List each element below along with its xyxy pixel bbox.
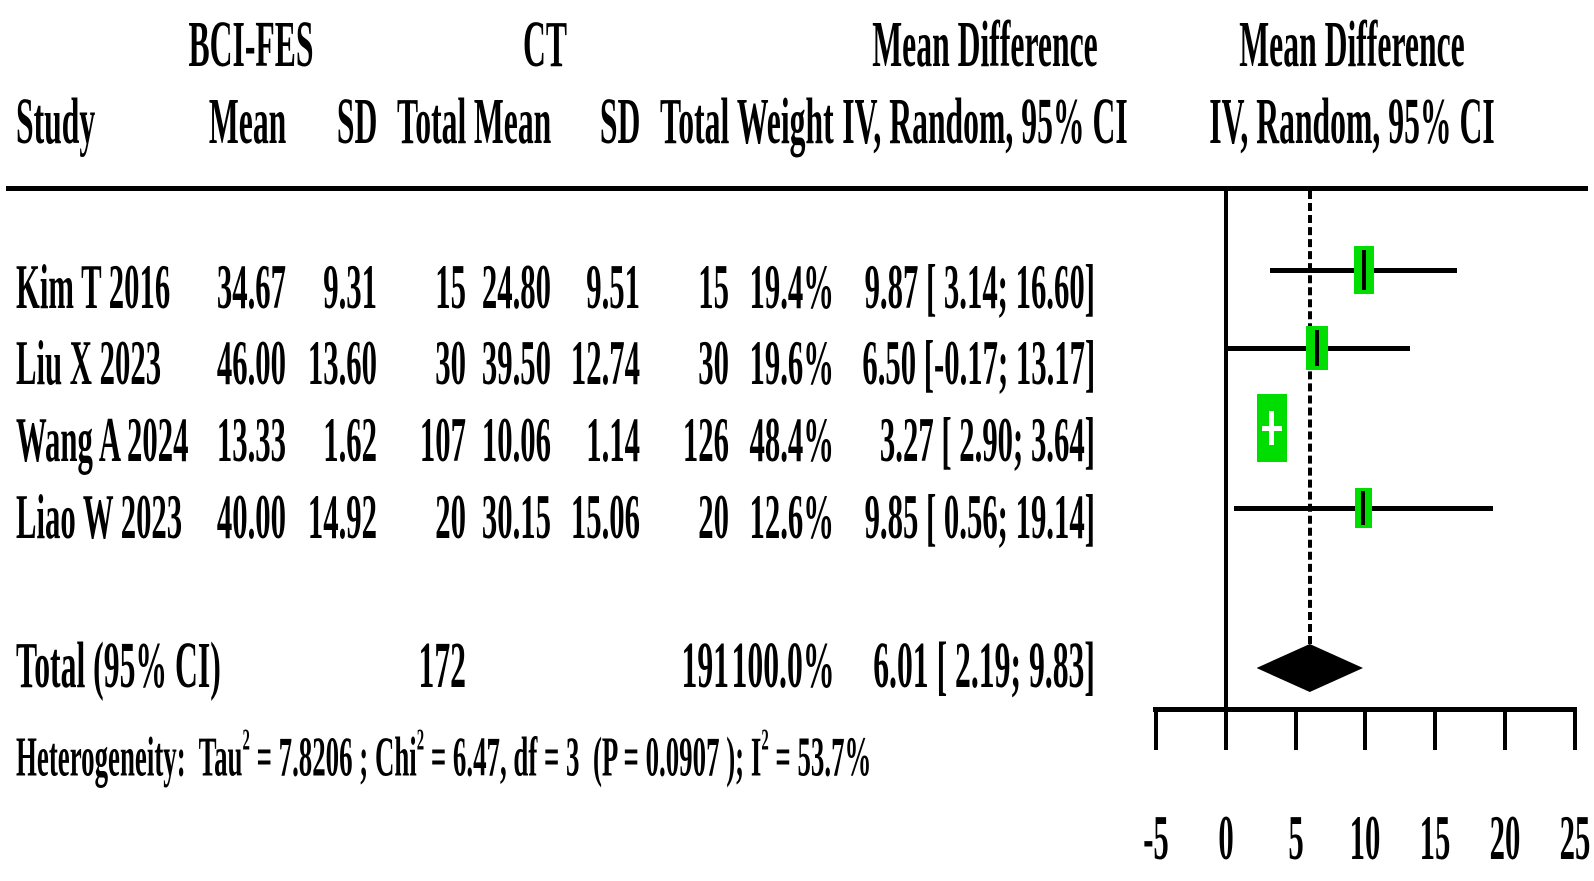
heterogeneity-line: Heterogeneity: Tau2 = 7.8206 ; Chi2 = 6.… <box>16 722 1594 786</box>
sd-bci: 9.31 <box>323 251 377 322</box>
weight-value: 12.6% <box>749 481 834 552</box>
mean-ct: 30.15 <box>481 481 551 552</box>
total-ct: 15 <box>698 251 729 322</box>
total-ct: 20 <box>698 481 729 552</box>
mean-ct: 24.80 <box>481 251 551 322</box>
col-header-sd-ct: SD <box>599 85 641 158</box>
axis-tick-label: 20 <box>1473 806 1537 870</box>
axis-tick-label: 15 <box>1403 806 1467 870</box>
study-name: Liao W 2023 <box>16 481 183 552</box>
het-part2: = 7.8206 ; Chi <box>249 726 417 789</box>
col-header-sd-bci: SD <box>336 85 378 158</box>
het-part1: Heterogeneity: Tau <box>16 726 243 789</box>
mean-bci: 13.33 <box>216 404 286 475</box>
axis-tick <box>1363 708 1368 750</box>
group-header-bci-fes: BCI-FES <box>188 8 314 81</box>
total-bci: 15 <box>435 251 466 322</box>
axis-tick-label: 10 <box>1333 806 1397 870</box>
effect-header-right-line1: Mean Difference <box>1239 8 1465 81</box>
square-center-tick <box>1314 329 1319 367</box>
square-plus-horizontal <box>1261 425 1282 431</box>
het-part3: = 6.47, df = 3 (P = 0.0907 ); I <box>424 726 762 789</box>
study-name: Kim T 2016 <box>16 251 171 322</box>
sd-bci: 14.92 <box>307 481 377 552</box>
chi-superscript: 2 <box>416 722 425 757</box>
axis-tick-label-text: 0 <box>1218 802 1234 873</box>
axis-tick-label-text: 5 <box>1288 802 1304 873</box>
mean-bci: 46.00 <box>216 327 286 398</box>
mean-ct: 39.50 <box>481 327 551 398</box>
axis-tick-label-text: 15 <box>1419 802 1451 873</box>
square-center-tick <box>1361 491 1366 525</box>
total-row-label: Total (95% CI) <box>16 629 221 702</box>
col-header-mean-bci: Mean <box>208 85 286 158</box>
total-ci-text: 6.01 [ 2.19; 9.83] <box>873 629 1095 702</box>
axis-tick-label: -5 <box>1130 806 1183 870</box>
col-header-total-ct: Total <box>659 85 729 158</box>
effect-header-left-line2: IV, Random, 95% CI <box>842 85 1128 158</box>
axis-tick <box>1154 708 1159 750</box>
i2-superscript: 2 <box>761 722 769 757</box>
mean-ct: 10.06 <box>481 404 551 475</box>
col-header-weight: Weight <box>737 85 834 158</box>
group-header-ct: CT <box>522 8 568 81</box>
mean-bci: 40.00 <box>216 481 286 552</box>
weight-value: 48.4% <box>749 404 834 475</box>
pooled-estimate-dashed-line <box>1307 191 1312 644</box>
sd-ct: 12.74 <box>570 327 640 398</box>
het-part4: = 53.7% <box>768 726 872 789</box>
axis-tick <box>1433 708 1438 750</box>
header-separator-line <box>6 186 1588 191</box>
total-ct: 126 <box>682 404 729 475</box>
total-n-ct: 191 <box>681 629 729 702</box>
axis-tick-label-text: 20 <box>1489 802 1521 873</box>
ci-text: 3.27 [ 2.90; 3.64] <box>879 404 1095 475</box>
study-name: Wang A 2024 <box>16 404 189 475</box>
sd-ct: 9.51 <box>586 251 640 322</box>
ci-text: 9.87 [ 3.14; 16.60] <box>864 251 1095 322</box>
square-center-tick <box>1361 249 1366 291</box>
sd-bci: 13.60 <box>307 327 377 398</box>
axis-tick <box>1293 708 1298 750</box>
sd-bci: 1.62 <box>323 404 377 475</box>
total-bci: 30 <box>435 327 466 398</box>
col-header-study: Study <box>16 85 96 158</box>
axis-tick-label-text: -5 <box>1143 802 1170 873</box>
ci-text: 9.85 [ 0.56; 19.14] <box>864 481 1095 552</box>
total-bci: 107 <box>419 404 466 475</box>
col-header-total-bci: Total <box>396 85 466 158</box>
axis-tick-label: 5 <box>1280 806 1312 870</box>
effect-header-left-line1: Mean Difference <box>872 8 1098 81</box>
axis-tick-label: 25 <box>1543 806 1594 870</box>
axis-tick <box>1502 708 1507 750</box>
tau-superscript: 2 <box>242 722 250 757</box>
col-header-mean-ct: Mean <box>473 85 551 158</box>
axis-tick-label: 0 <box>1210 806 1242 870</box>
zero-line <box>1224 187 1228 712</box>
sd-ct: 15.06 <box>570 481 640 552</box>
effect-header-right-line2: IV, Random, 95% CI <box>1209 85 1495 158</box>
total-ct: 30 <box>698 327 729 398</box>
heterogeneity-text: Heterogeneity: Tau2 = 7.8206 ; Chi2 = 6.… <box>16 722 871 786</box>
pooled-diamond <box>1256 644 1364 692</box>
axis-tick-label-text: 25 <box>1559 802 1590 873</box>
ci-text: 6.50 [-0.17; 13.17] <box>862 327 1095 398</box>
total-weight: 100.0% <box>731 629 834 702</box>
axis-tick <box>1572 708 1577 750</box>
weight-value: 19.6% <box>749 327 834 398</box>
axis-tick-label-text: 10 <box>1350 802 1381 873</box>
weight-value: 19.4% <box>749 251 834 322</box>
study-name: Liu X 2023 <box>16 327 162 398</box>
mean-bci: 34.67 <box>216 251 286 322</box>
sd-ct: 1.14 <box>586 404 640 475</box>
axis-tick <box>1224 708 1228 750</box>
total-bci: 20 <box>435 481 466 552</box>
total-n-bci: 172 <box>418 629 466 702</box>
